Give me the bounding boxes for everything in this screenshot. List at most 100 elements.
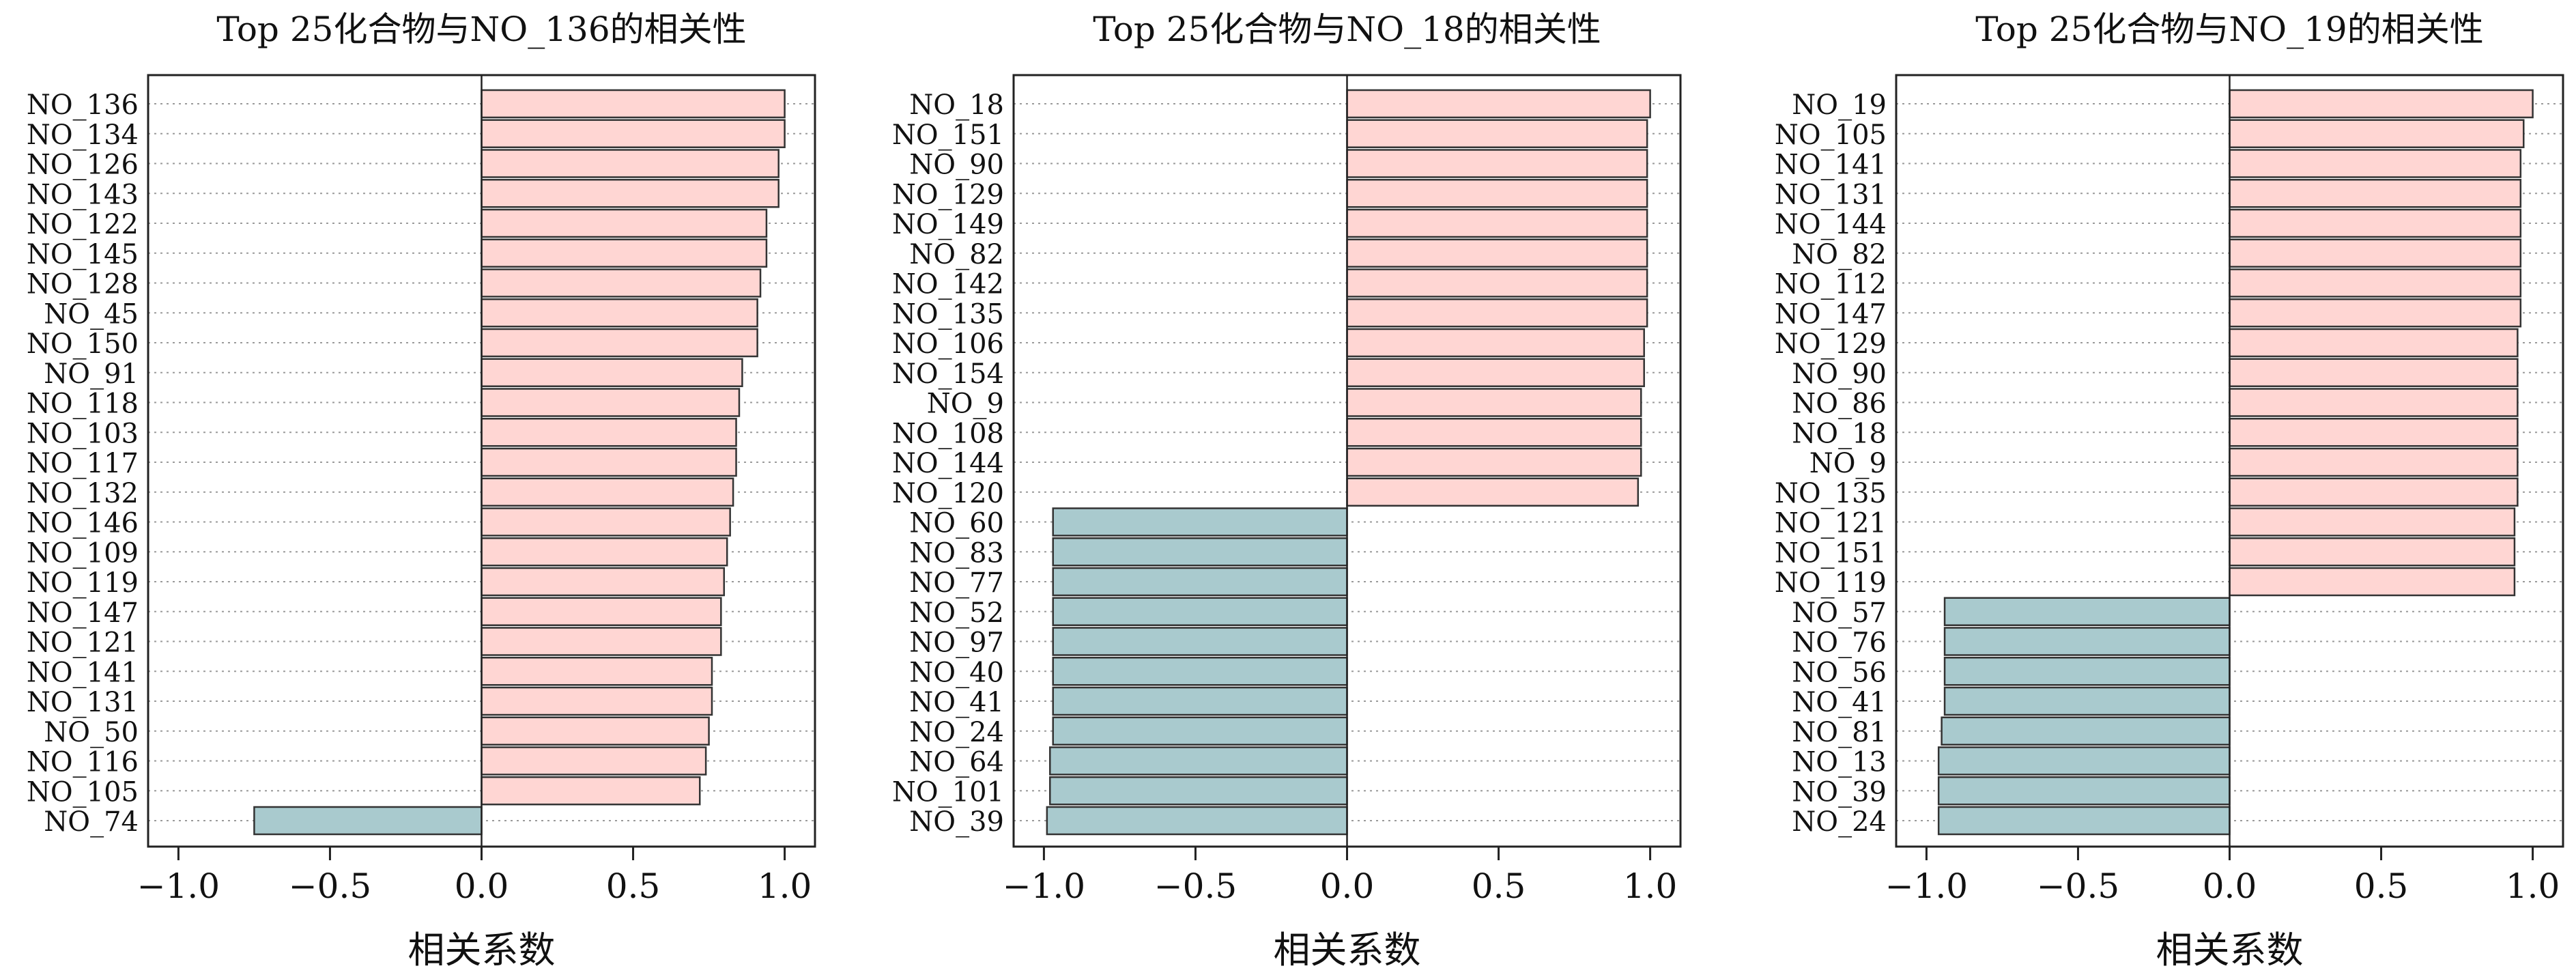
- bar-NO_129: [1346, 179, 1648, 208]
- chart-panel-1: Top 25化合物与NO_136的相关性NO_136NO_134NO_126NO…: [27, 10, 816, 972]
- category-label: NO_52: [909, 597, 1004, 629]
- category-label: NO_149: [892, 209, 1004, 240]
- bar-NO_147: [481, 597, 722, 626]
- x-tick-label: −1.0: [1885, 866, 1968, 906]
- category-label: NO_147: [27, 597, 139, 629]
- bar-NO_135: [2229, 477, 2519, 507]
- bar-NO_112: [2229, 268, 2522, 298]
- bar-NO_97: [1052, 627, 1348, 656]
- category-label: NO_150: [27, 328, 139, 360]
- bar-NO_101: [1049, 776, 1348, 806]
- bar-NO_45: [481, 298, 758, 328]
- category-label: NO_134: [27, 119, 139, 151]
- bar-NO_141: [481, 657, 713, 686]
- category-label: NO_119: [1775, 567, 1887, 599]
- x-tick-label: −0.5: [2037, 866, 2119, 906]
- category-label: NO_146: [27, 508, 139, 539]
- bar-NO_39: [1937, 776, 2231, 806]
- category-label: NO_109: [27, 537, 139, 569]
- bar-NO_90: [1346, 149, 1648, 178]
- bar-NO_154: [1346, 358, 1645, 387]
- x-tick-label: 1.0: [1623, 866, 1678, 906]
- bar-NO_9: [1346, 388, 1642, 417]
- x-tick-label: 0.5: [606, 866, 661, 906]
- bar-NO_141: [2229, 149, 2522, 178]
- category-label: NO_151: [892, 119, 1004, 151]
- category-label: NO_74: [44, 806, 139, 838]
- category-label: NO_132: [27, 478, 139, 509]
- category-label: NO_50: [44, 717, 139, 748]
- x-tick-label: 0.5: [1472, 866, 1526, 906]
- category-label: NO_64: [909, 747, 1004, 778]
- category-label: NO_120: [892, 478, 1004, 509]
- bar-NO_120: [1346, 477, 1640, 507]
- bar-NO_121: [2229, 507, 2516, 537]
- bar-NO_132: [481, 477, 734, 507]
- bar-NO_60: [1052, 507, 1348, 537]
- bar-NO_86: [2229, 388, 2519, 417]
- x-tick-label: 1.0: [2506, 866, 2560, 906]
- x-axis-label: 相关系数: [1274, 929, 1421, 972]
- category-label: NO_24: [1792, 806, 1887, 838]
- bar-NO_135: [1346, 298, 1648, 328]
- category-label: NO_45: [44, 298, 139, 330]
- category-label: NO_141: [27, 657, 139, 688]
- category-label: NO_121: [27, 627, 139, 659]
- bar-NO_143: [481, 179, 779, 208]
- category-label: NO_9: [927, 388, 1004, 420]
- bar-NO_131: [481, 686, 713, 716]
- bar-NO_134: [481, 119, 786, 148]
- bar-NO_118: [481, 388, 741, 417]
- chart-title: Top 25化合物与NO_136的相关性: [216, 10, 746, 49]
- category-label: NO_82: [909, 239, 1004, 270]
- category-label: NO_135: [1775, 478, 1887, 509]
- category-label: NO_40: [909, 657, 1004, 688]
- bar-NO_9: [2229, 447, 2519, 477]
- bar-NO_18: [1346, 89, 1651, 119]
- category-label: NO_82: [1792, 239, 1887, 270]
- bar-NO_144: [2229, 208, 2522, 238]
- bar-NO_41: [1052, 686, 1348, 716]
- x-tick-label: 0.0: [2203, 866, 2257, 906]
- category-label: NO_135: [892, 298, 1004, 330]
- category-label: NO_112: [1775, 269, 1887, 300]
- x-tick-label: −0.5: [1154, 866, 1237, 906]
- bar-NO_82: [2229, 238, 2522, 268]
- chart-title: Top 25化合物与NO_19的相关性: [1975, 10, 2483, 49]
- x-tick-label: 1.0: [758, 866, 812, 906]
- category-label: NO_9: [1809, 448, 1887, 479]
- category-label: NO_57: [1792, 597, 1887, 629]
- category-label: NO_41: [909, 687, 1004, 718]
- bar-NO_129: [2229, 328, 2519, 358]
- category-label: NO_144: [1775, 209, 1887, 240]
- category-label: NO_119: [27, 567, 139, 599]
- category-label: NO_41: [1792, 687, 1887, 718]
- category-label: NO_91: [44, 358, 139, 390]
- bar-NO_117: [481, 447, 737, 477]
- category-label: NO_106: [892, 328, 1004, 360]
- bar-NO_57: [1943, 597, 2231, 626]
- bar-NO_108: [1346, 418, 1642, 447]
- x-axis-label: 相关系数: [2156, 929, 2304, 972]
- bar-NO_52: [1052, 597, 1348, 626]
- bar-NO_145: [481, 238, 768, 268]
- category-label: NO_147: [1775, 298, 1887, 330]
- category-label: NO_108: [892, 418, 1004, 449]
- bar-NO_131: [2229, 179, 2522, 208]
- bar-NO_105: [2229, 119, 2525, 148]
- category-label: NO_128: [27, 269, 139, 300]
- category-label: NO_81: [1792, 717, 1887, 748]
- category-label: NO_19: [1792, 89, 1887, 121]
- bar-NO_76: [1943, 627, 2231, 656]
- category-label: NO_141: [1775, 150, 1887, 181]
- x-tick-label: 0.5: [2354, 866, 2409, 906]
- bar-NO_109: [481, 537, 728, 567]
- bar-NO_136: [481, 89, 786, 119]
- bar-NO_103: [481, 418, 737, 447]
- bar-NO_13: [1937, 746, 2231, 776]
- x-tick-label: 0.0: [455, 866, 509, 906]
- category-label: NO_90: [1792, 358, 1887, 390]
- category-label: NO_86: [1792, 388, 1887, 420]
- bar-NO_142: [1346, 268, 1648, 298]
